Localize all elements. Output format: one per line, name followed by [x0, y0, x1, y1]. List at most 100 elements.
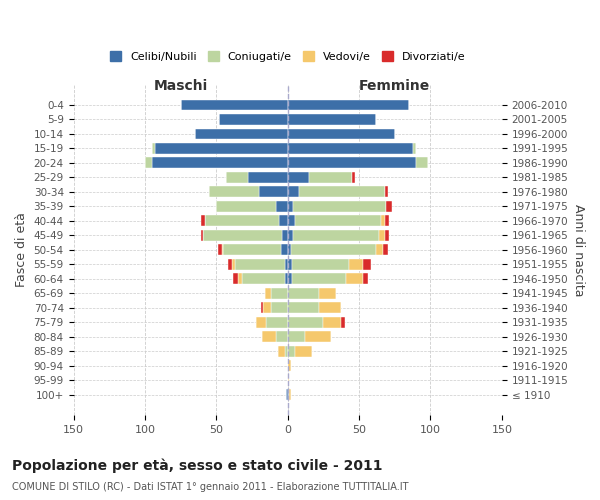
- Bar: [278, 346, 285, 357]
- Bar: [152, 143, 155, 154]
- Bar: [287, 346, 295, 357]
- Bar: [341, 317, 345, 328]
- Bar: [200, 230, 203, 241]
- Text: COMUNE DI STILO (RC) - Dati ISTAT 1° gennaio 2011 - Elaborazione TUTTITALIA.IT: COMUNE DI STILO (RC) - Dati ISTAT 1° gen…: [12, 482, 409, 492]
- Bar: [259, 186, 287, 198]
- Text: Popolazione per età, sesso e stato civile - 2011: Popolazione per età, sesso e stato civil…: [12, 458, 383, 473]
- Bar: [287, 216, 295, 226]
- Bar: [346, 274, 364, 284]
- Bar: [287, 302, 319, 314]
- Bar: [242, 274, 285, 284]
- Bar: [181, 100, 287, 110]
- Bar: [413, 143, 416, 154]
- Bar: [287, 186, 299, 198]
- Text: Femmine: Femmine: [359, 80, 430, 94]
- Bar: [292, 274, 346, 284]
- Bar: [233, 274, 238, 284]
- Bar: [287, 244, 290, 256]
- Bar: [256, 317, 266, 328]
- Bar: [263, 302, 271, 314]
- Bar: [299, 186, 385, 198]
- Bar: [293, 230, 379, 241]
- Bar: [379, 230, 385, 241]
- Bar: [287, 274, 292, 284]
- Bar: [287, 360, 290, 372]
- Bar: [205, 216, 279, 226]
- Bar: [287, 114, 376, 125]
- Bar: [203, 230, 282, 241]
- Bar: [385, 230, 389, 241]
- Bar: [380, 216, 385, 226]
- Bar: [232, 259, 235, 270]
- Bar: [248, 172, 287, 183]
- Bar: [290, 244, 376, 256]
- Bar: [282, 230, 287, 241]
- Bar: [281, 244, 287, 256]
- Bar: [262, 332, 276, 342]
- Y-axis label: Anni di nascita: Anni di nascita: [572, 204, 585, 296]
- Text: Maschi: Maschi: [154, 80, 208, 94]
- Bar: [376, 244, 383, 256]
- Bar: [219, 114, 287, 125]
- Y-axis label: Fasce di età: Fasce di età: [15, 212, 28, 288]
- Bar: [287, 143, 413, 154]
- Bar: [287, 100, 409, 110]
- Bar: [209, 186, 259, 198]
- Bar: [309, 172, 352, 183]
- Bar: [385, 216, 389, 226]
- Bar: [218, 244, 222, 256]
- Bar: [349, 259, 364, 270]
- Bar: [285, 346, 287, 357]
- Bar: [287, 230, 293, 241]
- Bar: [286, 390, 287, 400]
- Bar: [285, 259, 287, 270]
- Bar: [319, 288, 336, 299]
- Bar: [235, 259, 285, 270]
- Bar: [364, 259, 371, 270]
- Bar: [265, 288, 271, 299]
- Bar: [319, 302, 341, 314]
- Bar: [226, 172, 248, 183]
- Bar: [271, 302, 287, 314]
- Bar: [260, 302, 263, 314]
- Bar: [289, 390, 290, 400]
- Bar: [292, 259, 349, 270]
- Bar: [200, 216, 205, 226]
- Bar: [223, 244, 281, 256]
- Legend: Celibi/Nubili, Coniugati/e, Vedovi/e, Divorziati/e: Celibi/Nubili, Coniugati/e, Vedovi/e, Di…: [106, 47, 470, 66]
- Bar: [271, 288, 287, 299]
- Bar: [238, 274, 242, 284]
- Bar: [287, 317, 323, 328]
- Bar: [287, 158, 416, 168]
- Bar: [287, 128, 395, 140]
- Bar: [152, 158, 287, 168]
- Bar: [385, 186, 388, 198]
- Bar: [383, 244, 388, 256]
- Bar: [285, 274, 287, 284]
- Bar: [228, 259, 232, 270]
- Bar: [295, 216, 380, 226]
- Bar: [266, 317, 287, 328]
- Bar: [287, 390, 289, 400]
- Bar: [305, 332, 331, 342]
- Bar: [295, 346, 312, 357]
- Bar: [222, 244, 223, 256]
- Bar: [287, 288, 319, 299]
- Bar: [276, 201, 287, 212]
- Bar: [287, 172, 309, 183]
- Bar: [323, 317, 341, 328]
- Bar: [287, 259, 292, 270]
- Bar: [287, 201, 293, 212]
- Bar: [364, 274, 368, 284]
- Bar: [145, 158, 152, 168]
- Bar: [276, 332, 287, 342]
- Bar: [287, 332, 305, 342]
- Bar: [293, 201, 386, 212]
- Bar: [416, 158, 428, 168]
- Bar: [155, 143, 287, 154]
- Bar: [287, 375, 289, 386]
- Bar: [195, 128, 287, 140]
- Bar: [217, 201, 276, 212]
- Bar: [279, 216, 287, 226]
- Bar: [386, 201, 392, 212]
